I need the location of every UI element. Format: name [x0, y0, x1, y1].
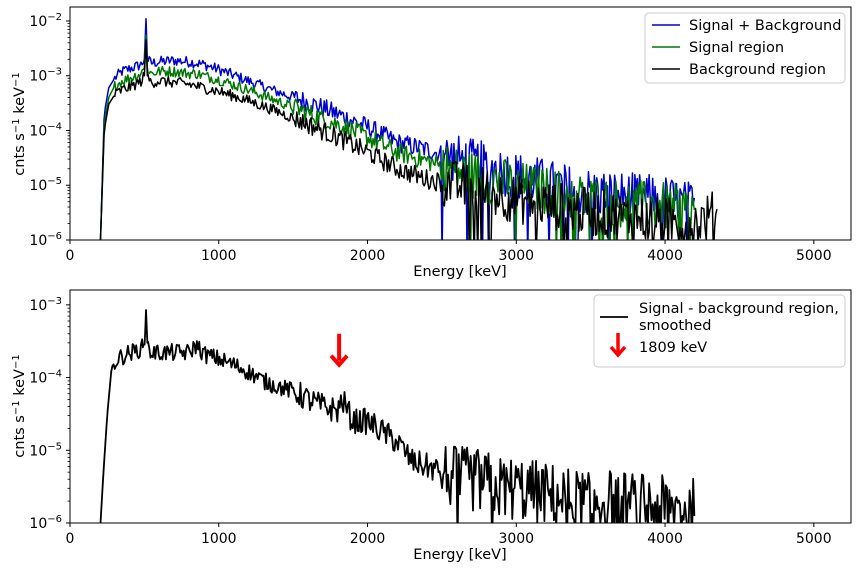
- legend-label-1809-kev: 1809 keV: [639, 340, 707, 356]
- y-tick-label: 10−4: [29, 121, 62, 139]
- x-tick-label: 2000: [350, 248, 386, 264]
- y-tick-label: 10−3: [29, 296, 62, 314]
- top-legend-frame: [644, 12, 846, 84]
- y-tick-label: 10−5: [29, 441, 62, 459]
- series-line-signal-background-region-smoothed: [99, 309, 696, 523]
- top-chart: 0 1000 2000 3000 4000 5000 10−610−510−410−310…: [11, 6, 852, 280]
- legend-label-signal-minus-background: Signal - background region, smoothed: [639, 301, 843, 334]
- bottom-legend-frame: [593, 294, 846, 368]
- x-tick-label: 3000: [498, 248, 534, 264]
- x-tick-label: 4000: [647, 248, 683, 264]
- legend-label-signal-region: Signal region: [689, 40, 784, 56]
- x-tick-label: 3000: [498, 531, 534, 547]
- series-line-background-region: [99, 39, 718, 240]
- bottom-x-ticks: 0 1000 2000 3000 4000 5000: [66, 523, 832, 547]
- top-series-group: [99, 17, 718, 240]
- legend-label-background-region: Background region: [689, 62, 826, 78]
- bottom-y-axis-label: cnts s−1 keV−1: [11, 354, 29, 457]
- x-tick-label: 1000: [201, 248, 237, 264]
- top-axes-frame: [69, 6, 852, 241]
- y-tick-label: 10−2: [29, 12, 62, 30]
- y-tick-label: 10−3: [29, 67, 62, 85]
- bottom-x-axis-label: Energy [keV]: [413, 547, 506, 563]
- top-x-ticks: 0 1000 2000 3000 4000 5000: [66, 240, 832, 264]
- top-x-axis-label: Energy [keV]: [413, 264, 506, 280]
- y-tick-label: 10−6: [29, 514, 62, 532]
- bottom-annotation-group: [329, 333, 349, 368]
- legend-arrow-head: [609, 345, 627, 358]
- top-legend: Signal + Background Signal region Backgr…: [644, 12, 846, 84]
- y-tick-label: 10−6: [29, 231, 62, 249]
- bottom-series-group: [99, 309, 696, 523]
- y-tick-label: 10−5: [29, 176, 62, 194]
- bottom-y-ticks: 10−6 10−5 10−4 10−3: [29, 296, 70, 532]
- legend-swatch-arrow: [609, 333, 627, 358]
- x-tick-label: 5000: [796, 531, 832, 547]
- x-tick-label: 4000: [647, 531, 683, 547]
- x-tick-label: 0: [66, 248, 75, 264]
- arrow-1809-kev-head: [329, 354, 349, 368]
- x-tick-label: 2000: [350, 531, 386, 547]
- bottom-legend: Signal - background region, smoothed 180…: [593, 294, 846, 368]
- legend-label-signal-plus-background: Signal + Background: [689, 18, 841, 34]
- top-y-axis-label: cnts s−1 keV−1: [11, 72, 29, 175]
- bottom-chart: 0 1000 2000 3000 4000 5000 10−6 10−5 10−4 10−3 E…: [11, 289, 852, 563]
- y-tick-label: 10−4: [29, 369, 62, 387]
- x-tick-label: 1000: [201, 531, 237, 547]
- top-y-ticks: 10−6 10−5 10−4 10−3 10−2: [29, 12, 70, 249]
- x-tick-label: 0: [66, 531, 75, 547]
- x-tick-label: 5000: [796, 248, 832, 264]
